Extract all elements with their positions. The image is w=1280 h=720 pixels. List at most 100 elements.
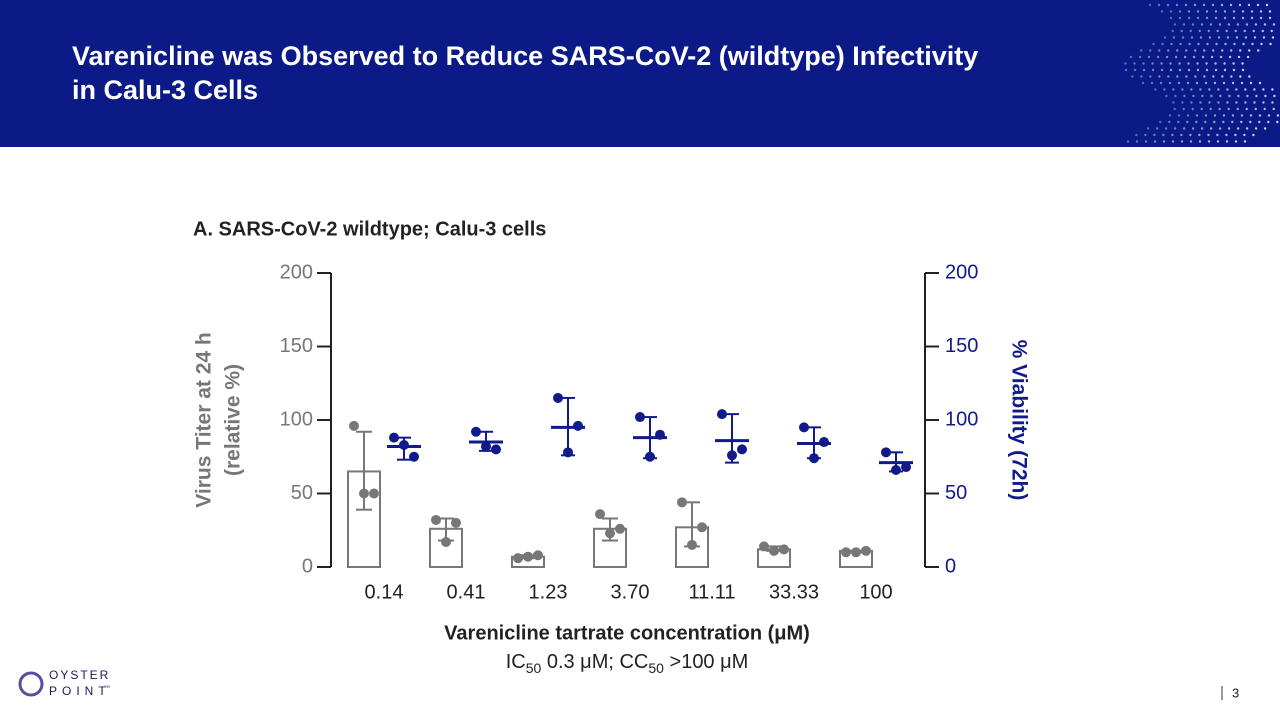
deco-dot (1213, 81, 1217, 85)
deco-dot (1168, 114, 1172, 117)
deco-dot (1260, 42, 1263, 46)
data-point (717, 409, 727, 420)
deco-dot (1165, 94, 1168, 98)
y-axis-label: Virus Titer at 24 h (193, 332, 216, 507)
deco-dot (1204, 114, 1208, 117)
deco-dot (1155, 127, 1159, 130)
data-point (861, 545, 871, 556)
deco-dot (1190, 36, 1194, 39)
data-point (901, 462, 911, 473)
deco-dot (1140, 75, 1143, 78)
deco-dot (1198, 133, 1201, 137)
deco-dot (1142, 68, 1146, 72)
deco-dot (1212, 49, 1215, 52)
deco-dot (1225, 140, 1229, 143)
deco-dot (1149, 75, 1152, 78)
data-point (655, 429, 665, 440)
deco-dot (1258, 81, 1262, 85)
deco-dot (1217, 88, 1220, 91)
deco-dot (1200, 107, 1203, 111)
deco-dot (1225, 133, 1228, 137)
y2-tick-label: 200 (945, 261, 978, 283)
deco-dot (1190, 88, 1193, 91)
deco-dot (1166, 3, 1170, 7)
deco-dot (1217, 101, 1220, 104)
deco-dot (1265, 3, 1269, 7)
deco-dot (1258, 114, 1262, 117)
deco-dot (1224, 42, 1227, 46)
data-point (369, 488, 379, 499)
deco-dot (1178, 68, 1182, 72)
deco-dot (1205, 68, 1209, 72)
deco-dot (1189, 133, 1192, 137)
data-point (819, 437, 829, 448)
deco-dot (1218, 127, 1222, 130)
deco-dot (1244, 36, 1248, 39)
deco-dot (1163, 36, 1167, 39)
deco-dot (1171, 29, 1174, 33)
deco-dot (1216, 133, 1219, 137)
deco-dot (1236, 23, 1240, 26)
deco-dot (1172, 36, 1176, 39)
deco-dot (1252, 29, 1255, 33)
deco-dot (1162, 140, 1166, 143)
deco-dot (1187, 16, 1191, 20)
deco-dot (1194, 75, 1197, 78)
bar (593, 527, 627, 569)
deco-dot (1169, 16, 1173, 20)
deco-dot (1214, 68, 1218, 72)
data-point (605, 528, 615, 539)
deco-dot (1177, 120, 1180, 124)
deco-dot (1234, 140, 1238, 143)
deco-dot (1205, 62, 1208, 65)
deco-dot (1207, 140, 1211, 143)
deco-dot (1270, 29, 1273, 33)
deco-dot (1158, 49, 1161, 52)
deco-dot (1193, 3, 1197, 7)
note-text: >100 μM (664, 651, 748, 673)
x-tick-label: 1.23 (529, 581, 568, 603)
deco-dot (1182, 23, 1186, 26)
deco-dot (1131, 75, 1134, 78)
deco-dot (1196, 10, 1200, 13)
deco-dot (1200, 23, 1204, 26)
deco-dot (1185, 49, 1188, 52)
deco-dot (1232, 10, 1236, 13)
deco-dot (1170, 42, 1173, 46)
y-tick-label: 150 (280, 335, 313, 357)
deco-dot (1240, 114, 1244, 117)
data-point (677, 497, 687, 508)
deco-dot (1208, 88, 1211, 91)
deco-dot (1252, 133, 1255, 137)
deco-dot (1159, 120, 1162, 124)
deco-dot (1191, 127, 1195, 130)
deco-dot (1246, 55, 1250, 59)
deco-dot (1249, 81, 1253, 85)
deco-dot (1200, 127, 1204, 130)
deco-dot (1227, 127, 1231, 130)
deco-dot (1240, 81, 1244, 85)
deco-dot (1267, 114, 1271, 117)
data-point (851, 547, 861, 558)
deco-dot (1124, 62, 1127, 65)
deco-dot (1238, 3, 1242, 7)
chart-note: IC50 0.3 μM; CC50 >100 μM (506, 651, 749, 675)
deco-dot (1208, 101, 1211, 104)
page-number: 3 (1232, 685, 1239, 700)
deco-dot (1169, 10, 1173, 13)
deco-dot (1272, 23, 1276, 26)
data-point (399, 439, 409, 450)
deco-dot (1203, 49, 1206, 52)
deco-dot (1177, 114, 1181, 117)
deco-dot (1242, 42, 1245, 46)
deco-dot (1177, 81, 1181, 85)
note-subscript: 50 (526, 660, 542, 676)
x-tick-label: 0.41 (447, 581, 486, 603)
deco-dot (1239, 49, 1242, 52)
deco-dot (1140, 49, 1143, 52)
deco-dot (1249, 120, 1252, 124)
deco-dot (1197, 42, 1200, 46)
y-axis-label: (relative %) (222, 364, 245, 476)
note-subscript: 50 (648, 660, 664, 676)
